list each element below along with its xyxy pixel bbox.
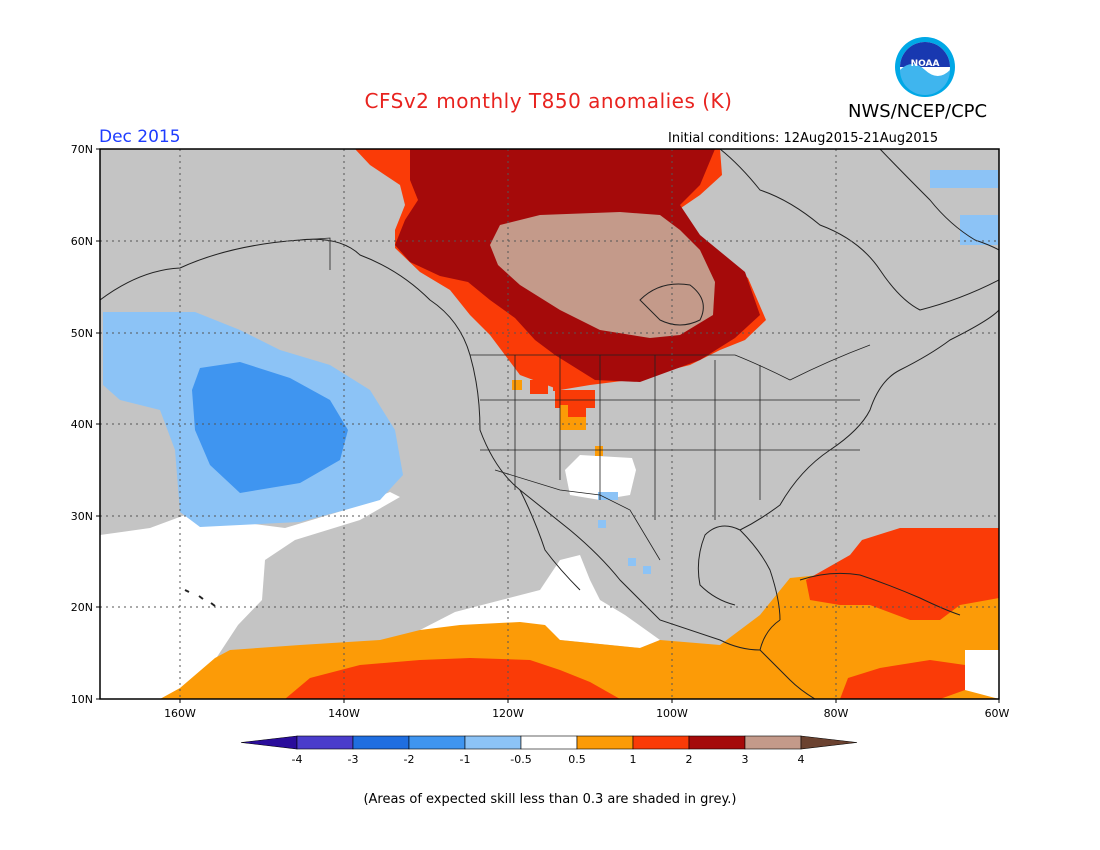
lon-label: 160W: [164, 707, 196, 720]
logo-text: NOAA: [911, 59, 940, 69]
cold-anomaly-greenland: [930, 170, 998, 188]
forecast-month: Dec 2015: [99, 127, 181, 147]
latitude-labels: 70N 60N 50N 40N 30N 20N 10N: [71, 143, 93, 706]
colorbar-swatch: [408, 735, 466, 750]
colorbar-swatch: [744, 735, 802, 750]
lat-label: 40N: [71, 418, 93, 431]
colorbar-label: -2: [404, 753, 415, 766]
lon-label: 80W: [824, 707, 849, 720]
warm-anomaly-atlantic: [806, 528, 999, 620]
cold-anomaly-labrador: [960, 215, 998, 245]
skill-note: (Areas of expected skill less than 0.3 a…: [363, 792, 737, 807]
axis-ticks: [96, 148, 1000, 703]
lat-label: 70N: [71, 143, 93, 156]
warm-anomaly-pacific-core: [285, 658, 620, 699]
lon-label: 120W: [492, 707, 524, 720]
colorbar-label: -4: [292, 753, 303, 766]
colorbar-label: -1: [460, 753, 471, 766]
lat-label: 30N: [71, 510, 93, 523]
map-title: CFSv2 monthly T850 anomalies (K): [364, 89, 733, 113]
initial-conditions: Initial conditions: 12Aug2015-21Aug2015: [668, 131, 939, 146]
political-borders: [299, 237, 871, 561]
colorbar-swatch: [352, 735, 410, 750]
colorbar-label: 3: [742, 753, 749, 766]
near-normal-area-east: [965, 650, 999, 699]
colorbar-label: 4: [798, 753, 805, 766]
agency-label: NWS/NCEP/CPC: [848, 101, 988, 122]
colorbar-label: 2: [686, 753, 693, 766]
colorbar-label: -3: [348, 753, 359, 766]
colorbar-swatch: [520, 735, 578, 750]
lat-lon-grid: [100, 149, 999, 699]
colorbar-swatch: [688, 735, 746, 750]
map-field: [100, 149, 999, 699]
near-normal-area-sw: [565, 455, 636, 500]
colorbar-swatch: [464, 735, 522, 750]
lat-label: 60N: [71, 235, 93, 248]
colorbar: -4 -3 -2 -1 -0.5 0.5 1 2 3 4: [240, 735, 858, 766]
cold-anomaly-inner: [192, 362, 348, 493]
longitude-labels: 160W 140W 120W 100W 80W 60W: [164, 707, 1009, 720]
warm-anomaly-caribbean: [840, 660, 965, 699]
colorbar-swatch: [296, 735, 354, 750]
colorbar-label: 0.5: [568, 753, 586, 766]
colorbar-label: 1: [630, 753, 637, 766]
colorbar-label: -0.5: [510, 753, 531, 766]
lat-label: 20N: [71, 601, 93, 614]
lat-label: 10N: [71, 693, 93, 706]
near-normal-area-west: [100, 492, 400, 699]
colorbar-swatch: [632, 735, 690, 750]
colorbar-arrow-high: [800, 735, 858, 750]
lon-label: 60W: [985, 707, 1010, 720]
warm-anomaly-north-core: [490, 212, 715, 338]
coastlines: [100, 149, 999, 699]
lat-label: 50N: [71, 327, 93, 340]
colorbar-swatch: [576, 735, 634, 750]
noaa-logo: NOAA: [895, 37, 955, 97]
lon-label: 100W: [656, 707, 688, 720]
colorbar-arrow-low: [240, 735, 298, 750]
lon-label: 140W: [328, 707, 360, 720]
